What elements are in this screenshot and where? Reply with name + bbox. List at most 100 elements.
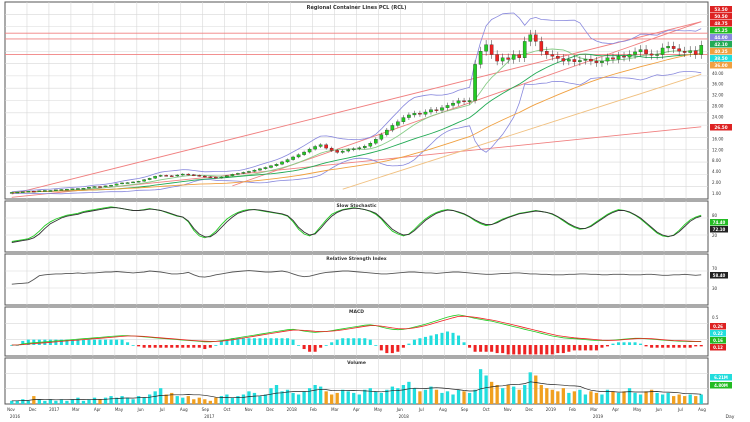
volume-bar — [561, 388, 565, 404]
candle — [688, 50, 693, 53]
price-badge-label: 36.00 — [714, 63, 727, 68]
volume-bar — [407, 381, 411, 404]
candle — [445, 105, 450, 108]
macd-histogram-bar — [517, 345, 521, 355]
macd-histogram-bar — [197, 345, 201, 348]
macd-histogram-bar — [589, 345, 593, 351]
volume-bar — [54, 400, 58, 404]
macd-histogram-bar — [512, 345, 516, 355]
candle — [324, 144, 328, 149]
volume-bar — [87, 399, 91, 404]
candle — [186, 173, 191, 176]
macd-badge — [710, 344, 726, 351]
panel-4: Volume 6.21M 4.80M — [4, 357, 732, 405]
x-tick-label: Jul — [159, 407, 165, 412]
macd-histogram-bar — [203, 345, 207, 350]
volume-bar — [324, 391, 328, 404]
volume-bar — [21, 399, 25, 404]
macd-histogram-bar — [357, 338, 361, 345]
macd-histogram-bar — [109, 339, 113, 345]
x-year-label: 2018 — [399, 414, 410, 419]
candle — [362, 145, 367, 148]
x-tick-label: Dec — [525, 407, 533, 412]
macd-histogram-bar — [181, 345, 185, 348]
candle — [611, 57, 615, 60]
volume-bar — [43, 400, 47, 404]
candle — [533, 34, 538, 42]
macd-histogram-bar — [628, 342, 632, 345]
volume-bar — [103, 397, 108, 404]
volume-bar — [672, 396, 676, 404]
candle — [302, 151, 306, 155]
macd-histogram-bar — [241, 338, 245, 345]
x-tick-label: May — [633, 407, 642, 412]
volume-bar — [263, 394, 268, 404]
macd-histogram-bar — [600, 345, 604, 348]
macd-histogram-bar — [286, 338, 290, 345]
candle — [32, 190, 36, 193]
macd-histogram-bar — [324, 345, 328, 346]
volume-bar — [241, 394, 246, 404]
price-tick-label: 36.00 — [712, 82, 724, 87]
candle — [671, 46, 676, 49]
macd-histogram-bar — [451, 332, 455, 345]
candle — [54, 189, 58, 191]
volume-bar — [583, 394, 588, 404]
indicator-badge-label: 72.10 — [713, 227, 726, 232]
candle — [462, 100, 466, 102]
indicator-badge-label: 58.40 — [713, 273, 726, 278]
price-badge — [710, 124, 732, 131]
macd-histogram-bar — [578, 345, 582, 351]
candle — [572, 59, 577, 62]
volume-bar — [357, 394, 361, 404]
x-tick-label: Apr — [353, 407, 360, 412]
volume-bar — [70, 399, 75, 404]
candle — [561, 58, 566, 62]
volume-bar — [655, 392, 659, 404]
macd-histogram-bar — [159, 345, 163, 348]
volume-bar — [633, 392, 637, 404]
volume-bar — [175, 396, 179, 404]
macd-histogram-bar — [672, 345, 676, 348]
candle — [633, 51, 637, 55]
price-tick-label: 1.00 — [712, 191, 721, 196]
candle — [247, 171, 251, 173]
candle — [484, 44, 488, 52]
volume-bar — [528, 372, 532, 404]
macd-histogram-bar — [550, 345, 554, 355]
x-tick-label: Nov — [504, 407, 512, 412]
volume-bar — [37, 399, 41, 404]
volume-bar — [512, 386, 516, 404]
candle — [92, 186, 97, 188]
candle — [87, 187, 91, 189]
volume-bar — [203, 399, 207, 404]
macd-histogram-bar — [412, 339, 416, 345]
candle — [26, 190, 31, 193]
candle — [175, 174, 180, 177]
volume-bar — [114, 397, 119, 404]
volume-bar — [341, 389, 345, 404]
macd-histogram-bar — [594, 345, 598, 351]
volume-bar — [506, 385, 510, 404]
macd-badge — [710, 330, 726, 337]
macd-histogram-bar — [490, 345, 494, 352]
price-badge — [710, 20, 732, 27]
x-tick-label: Feb — [310, 407, 318, 412]
macd-histogram-bar — [418, 338, 422, 345]
candle — [578, 60, 582, 62]
macd-histogram-bar — [275, 338, 279, 345]
candle — [98, 186, 102, 188]
indicator-badge — [710, 272, 728, 279]
macd-histogram-bar — [501, 345, 505, 354]
x-tick-label: 2017 — [49, 407, 60, 412]
volume-bar — [677, 394, 681, 404]
macd-histogram-bar — [10, 345, 14, 346]
candle — [169, 175, 174, 177]
macd-histogram-bar — [263, 338, 268, 345]
candle — [522, 41, 527, 58]
macd-histogram-bar — [462, 342, 466, 345]
candle — [440, 107, 444, 111]
price-tick-label: 8.00 — [712, 158, 721, 163]
volume-bar — [666, 392, 670, 404]
